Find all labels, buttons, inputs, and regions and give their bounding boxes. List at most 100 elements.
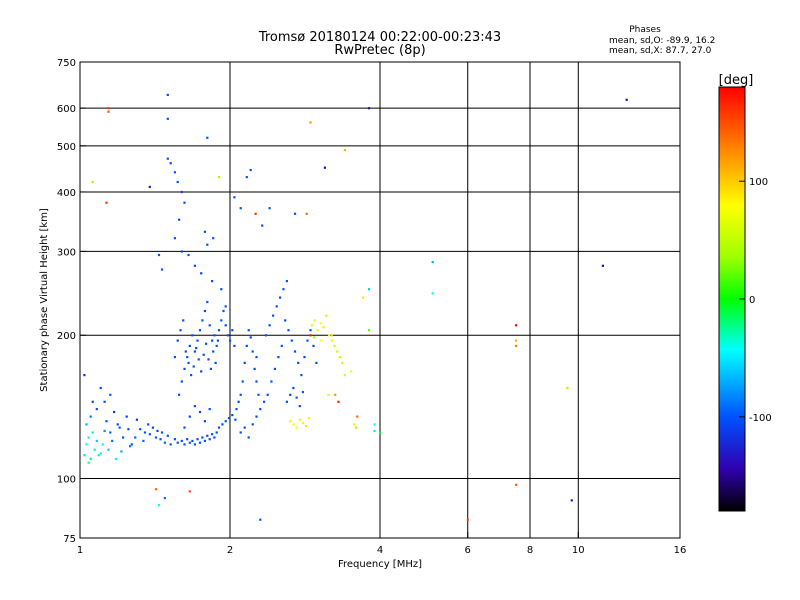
scatter-point xyxy=(341,361,344,364)
scatter-point xyxy=(109,431,112,434)
scatter-point xyxy=(91,400,94,403)
scatter-point xyxy=(270,380,273,383)
scatter-point xyxy=(211,433,214,436)
x-tick-label: 4 xyxy=(377,545,383,556)
scatter-point xyxy=(285,280,288,283)
scatter-point xyxy=(179,329,182,332)
scatter-point xyxy=(315,361,318,364)
scatter-point xyxy=(183,426,186,429)
scatter-point xyxy=(103,429,106,432)
chart-title: Tromsø 20180124 00:22:00-00:23:43 xyxy=(258,30,501,45)
scatter-point xyxy=(309,121,312,124)
scatter-point xyxy=(515,483,518,486)
scatter-point xyxy=(180,380,183,383)
x-tick-label: 2 xyxy=(227,545,233,556)
scatter-point xyxy=(188,441,191,444)
scatter-point xyxy=(89,457,92,460)
scatter-point xyxy=(173,438,176,441)
scatter-point xyxy=(243,426,246,429)
scatter-point xyxy=(154,436,158,439)
scatter-point xyxy=(169,443,172,446)
scatter-point xyxy=(333,344,336,347)
scatter-point xyxy=(297,361,300,364)
scatter-point xyxy=(259,518,262,521)
scatter-point xyxy=(200,272,203,275)
scatter-point xyxy=(83,374,86,377)
x-axis-ticks: 1 2 4 6 8 10 16 xyxy=(77,532,686,556)
scatter-point xyxy=(307,417,311,420)
scatter-point xyxy=(139,428,142,431)
scatter-point xyxy=(118,426,121,429)
scatter-point xyxy=(259,408,262,411)
scatter-point xyxy=(319,322,322,325)
scatter-point xyxy=(293,212,297,215)
scatter-point xyxy=(113,410,116,414)
scatter-point xyxy=(187,361,190,364)
scatter-point xyxy=(215,344,218,347)
scatter-point xyxy=(166,157,169,160)
scatter-point xyxy=(231,414,234,417)
x-tick-label: 10 xyxy=(572,545,585,556)
scatter-point xyxy=(431,261,434,264)
scatter-point xyxy=(183,367,186,370)
scatter-point xyxy=(356,415,359,418)
scatter-point xyxy=(601,264,604,267)
scatter-point xyxy=(154,488,158,491)
scatter-point xyxy=(373,429,376,432)
scatter-point xyxy=(166,93,169,96)
scatter-point xyxy=(334,393,337,396)
scatter-point xyxy=(190,374,193,377)
y-axis-ticks: 75 100 200 300 400 500 600 750 xyxy=(57,58,86,545)
scatter-point xyxy=(97,454,100,457)
scatter-point xyxy=(156,429,159,432)
scatter-point xyxy=(87,461,90,464)
scatter-point xyxy=(255,356,258,359)
scatter-point xyxy=(101,443,104,446)
scatter-point xyxy=(173,356,176,359)
scatter-point xyxy=(191,439,194,442)
scatter-point xyxy=(93,448,96,451)
scatter-point xyxy=(212,237,215,240)
scatter-point xyxy=(253,367,256,370)
x-tick-label: 1 xyxy=(77,545,83,556)
scatter-point xyxy=(239,393,242,396)
scatter-point xyxy=(373,423,376,426)
scatter-point xyxy=(203,230,206,233)
scatter-point xyxy=(95,408,98,411)
scatter-point xyxy=(214,361,217,364)
stats-x-mode: mean, sd,X: 87.7, 27.0 xyxy=(609,46,712,56)
scatter-point xyxy=(235,408,238,411)
scatter-point xyxy=(277,356,280,359)
y-tick-label: 100 xyxy=(57,475,76,486)
scatter-point xyxy=(217,329,221,332)
scatter-point xyxy=(264,334,267,337)
scatter-point xyxy=(217,426,221,429)
scatter-point xyxy=(206,300,209,304)
scatter-point xyxy=(109,393,112,396)
y-tick-label: 200 xyxy=(57,331,76,342)
x-tick-label: 8 xyxy=(527,545,533,556)
x-axis-label: Frequency [MHz] xyxy=(338,559,422,570)
scatter-point xyxy=(163,497,166,500)
scatter-point xyxy=(285,400,288,403)
scatter-point xyxy=(192,365,195,368)
scatter-point xyxy=(148,185,151,188)
scatter-point xyxy=(125,415,128,418)
scatter-point xyxy=(289,393,292,396)
scatter-point xyxy=(515,324,518,327)
scatter-point xyxy=(229,339,232,342)
y-axis-label: Stationary phase Virtual Height [km] xyxy=(39,208,50,392)
scatter-point xyxy=(255,380,258,383)
y-tick-label: 75 xyxy=(63,534,76,545)
scatter-point xyxy=(231,329,234,332)
scatter-point xyxy=(353,423,356,426)
scatter-point xyxy=(305,212,308,215)
scatter-point xyxy=(105,201,108,204)
scatter-point xyxy=(312,344,315,347)
scatter-point xyxy=(99,386,102,390)
scatter-point xyxy=(249,168,252,172)
scatter-point xyxy=(130,443,133,446)
scatter-point xyxy=(202,353,205,356)
scatter-point xyxy=(176,339,179,342)
